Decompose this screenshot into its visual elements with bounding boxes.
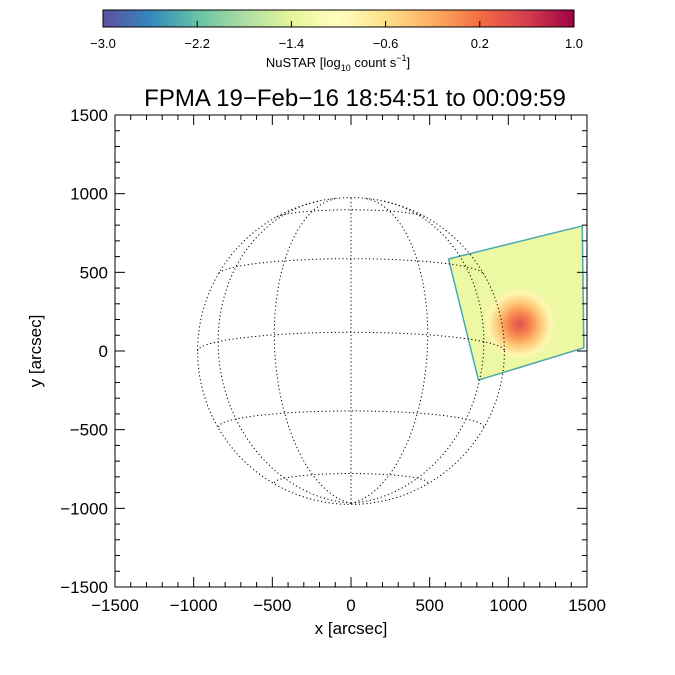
colorbar-gradient	[102, 9, 575, 28]
latitude-line	[273, 473, 429, 483]
colorbar: −3.0 −2.2 −1.4 −0.6 0.2 1.0 NuSTAR [log10 cou…	[90, 9, 583, 73]
flare-source	[480, 285, 559, 364]
colorbar-tick-label: −2.2	[184, 36, 210, 51]
x-tick-label: −500	[253, 596, 291, 615]
x-tick-label: 1000	[489, 596, 527, 615]
y-axis: −1500 −1000 −500 0 500 1000 1500	[60, 106, 587, 597]
x-tick-label: −1500	[91, 596, 139, 615]
colorbar-tick-label: −1.4	[279, 36, 305, 51]
longitude-line	[273, 197, 352, 504]
y-tick-label: −500	[70, 421, 108, 440]
latitude-line	[218, 258, 484, 274]
solar-grid	[197, 197, 505, 505]
colorbar-tick-label: −3.0	[90, 36, 116, 51]
x-tick-label: 1500	[568, 596, 606, 615]
colorbar-ticks: −3.0 −2.2 −1.4 −0.6 0.2 1.0	[90, 21, 583, 51]
x-axis-label: x [arcsec]	[315, 619, 388, 638]
longitude-line	[217, 200, 352, 504]
colorbar-label-end: ]	[407, 55, 411, 70]
colorbar-label-mid: count s	[351, 55, 397, 70]
colorbar-tick-label: −0.6	[373, 36, 399, 51]
solar-limb	[197, 197, 505, 505]
chart-title: FPMA 19−Feb−16 18:54:51 to 00:09:59	[144, 85, 566, 112]
y-tick-label: −1500	[60, 578, 108, 597]
latitude-line	[276, 209, 426, 218]
x-tick-label: 0	[346, 596, 355, 615]
y-tick-label: 1500	[70, 106, 108, 125]
y-tick-label: 500	[80, 263, 108, 282]
colorbar-label-main: NuSTAR [log	[266, 55, 341, 70]
longitude-line	[350, 197, 429, 504]
y-tick-label: 0	[99, 342, 108, 361]
x-axis: −1500 −1000 −500 0 500 1000 1500	[91, 115, 606, 615]
x-tick-label: 500	[415, 596, 443, 615]
longitude-line	[350, 200, 485, 504]
plot-area	[197, 197, 585, 505]
colorbar-label-sup: −1	[396, 53, 406, 63]
x-tick-label: −1000	[170, 596, 218, 615]
colorbar-tick-label: 0.2	[471, 36, 489, 51]
colorbar-label-sub: 10	[341, 63, 351, 73]
colorbar-tick-label: 1.0	[565, 36, 583, 51]
y-axis-label: y [arcsec]	[26, 315, 45, 388]
y-tick-label: 1000	[70, 185, 108, 204]
y-tick-label: −1000	[60, 499, 108, 518]
colorbar-label: NuSTAR [log10 count s−1]	[266, 53, 410, 73]
